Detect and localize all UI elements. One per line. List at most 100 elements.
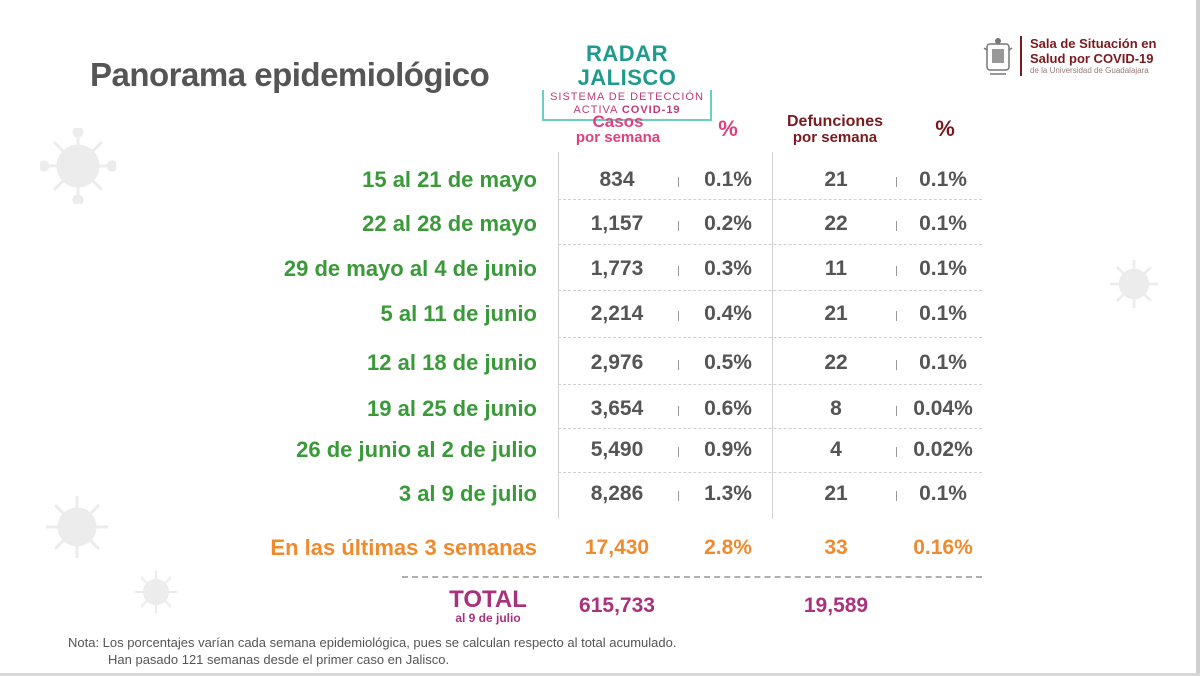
row-pct-casos: 0.4% [704, 302, 752, 325]
row-period: 5 al 11 de junio [380, 301, 537, 326]
row-pct-casos: 0.9% [704, 438, 752, 461]
row-separator [558, 472, 982, 473]
footnote-line2: Han pasado 121 semanas desde el primer c… [108, 652, 450, 667]
radar-subtitle-line2: ACTIVA COVID-19 [544, 104, 710, 117]
row-tick [678, 360, 679, 370]
row-period: 29 de mayo al 4 de junio [283, 256, 537, 281]
table-row: 15 al 21 de mayo 834 0.1% 21 0.1% [0, 165, 1200, 195]
last3-period: En las últimas 3 semanas [270, 535, 537, 560]
row-pct-casos: 0.5% [704, 351, 752, 374]
header-pct-casos: % [718, 116, 738, 141]
frame-bottom-border [0, 673, 1200, 676]
row-pct-casos: 0.3% [704, 257, 752, 280]
table-row: 12 al 18 de junio 2,976 0.5% 22 0.1% [0, 348, 1200, 378]
radar-subtitle-line1: SISTEMA DE DETECCIÓN [550, 91, 704, 103]
row-casos: 8,286 [590, 482, 644, 505]
row-casos: 834 [599, 168, 635, 191]
row-tick [896, 360, 897, 370]
table-row: 5 al 11 de junio 2,214 0.4% 21 0.1% [0, 299, 1200, 329]
row-separator [558, 290, 982, 291]
sala-line3: de la Universidad de Guadalajara [1030, 66, 1149, 75]
last3-pct-casos: 2.8% [704, 536, 752, 559]
row-period: 19 al 25 de junio [367, 396, 537, 421]
row-casos: 5,490 [590, 438, 644, 461]
radar-subtitle-covid: COVID-19 [621, 104, 681, 116]
last3-casos: 17,430 [584, 536, 650, 559]
radar-subtitle-box: SISTEMA DE DETECCIÓN ACTIVA COVID-19 [542, 90, 712, 121]
virus-icon [1110, 260, 1158, 308]
radar-subtitle-prefix: ACTIVA [573, 104, 622, 116]
row-defunciones: 8 [830, 397, 842, 420]
page-title: Panorama epidemiológico [90, 56, 490, 93]
row-period: 15 al 21 de mayo [362, 167, 537, 192]
table-row: 22 al 28 de mayo 1,157 0.2% 22 0.1% [0, 209, 1200, 239]
footnote: Nota: Los porcentajes varían cada semana… [68, 634, 676, 668]
header-defunciones-line1: Defunciones [786, 113, 883, 130]
university-seal-icon [983, 38, 1013, 75]
row-tick [678, 447, 679, 457]
row-tick [896, 177, 897, 187]
last3-defunciones: 33 [824, 536, 848, 559]
row-pct-defunciones: 0.02% [913, 438, 973, 461]
row-casos: 1,773 [590, 257, 644, 280]
header-casos-line1: Casos [592, 112, 644, 131]
column-divider [558, 152, 559, 519]
row-defunciones: 22 [824, 351, 848, 374]
row-tick [896, 406, 897, 416]
row-defunciones: 11 [824, 257, 848, 280]
row-defunciones: 21 [824, 482, 848, 505]
row-pct-defunciones: 0.1% [919, 351, 967, 374]
row-tick [678, 266, 679, 276]
row-defunciones: 21 [824, 302, 848, 325]
sala-line1: Sala de Situación en [1030, 36, 1157, 51]
row-defunciones: 4 [830, 438, 842, 461]
row-separator [558, 337, 982, 338]
last3-pct-defunciones: 0.16% [913, 536, 973, 559]
row-separator [558, 428, 982, 429]
table-row: 26 de junio al 2 de julio 5,490 0.9% 4 0… [0, 435, 1200, 465]
header-defunciones: Defunciones por semana [772, 114, 898, 146]
radar-jalisco-badge: RADAR JALISCO SISTEMA DE DETECCIÓN ACTIV… [536, 42, 718, 121]
last-3-weeks-row: En las últimas 3 semanas 17,430 2.8% 33 … [0, 533, 1200, 563]
row-pct-defunciones: 0.1% [919, 257, 967, 280]
row-pct-defunciones: 0.04% [913, 397, 973, 420]
row-defunciones: 22 [824, 212, 848, 235]
row-tick [678, 406, 679, 416]
frame-right-border [1196, 0, 1200, 676]
row-separator [558, 199, 982, 200]
row-pct-casos: 1.3% [704, 482, 752, 505]
radar-name: RADAR JALISCO [577, 41, 677, 90]
row-tick [896, 311, 897, 321]
virus-icon [46, 496, 108, 558]
total-label-block: TOTAL al 9 de julio [440, 588, 536, 625]
row-separator [558, 384, 982, 385]
row-pct-defunciones: 0.1% [919, 302, 967, 325]
row-casos: 2,976 [590, 351, 644, 374]
sala-situacion-brand: Sala de Situación en Salud por COVID-19 … [1020, 36, 1180, 76]
row-tick [896, 491, 897, 501]
row-pct-defunciones: 0.1% [919, 482, 967, 505]
row-pct-casos: 0.6% [704, 397, 752, 420]
footnote-line1: Nota: Los porcentajes varían cada semana… [68, 635, 677, 650]
row-tick [678, 491, 679, 501]
row-pct-casos: 0.1% [704, 168, 752, 191]
row-period: 26 de junio al 2 de julio [296, 437, 537, 462]
row-tick [896, 447, 897, 457]
row-casos: 1,157 [590, 212, 644, 235]
row-separator [558, 244, 982, 245]
row-casos: 3,654 [590, 397, 644, 420]
column-divider [772, 152, 773, 519]
row-pct-casos: 0.2% [704, 212, 752, 235]
total-label: TOTAL [449, 586, 527, 613]
row-tick [678, 311, 679, 321]
row-tick [678, 221, 679, 231]
row-tick [678, 177, 679, 187]
table-row: 29 de mayo al 4 de junio 1,773 0.3% 11 0… [0, 254, 1200, 284]
row-casos: 2,214 [590, 302, 644, 325]
row-pct-defunciones: 0.1% [919, 168, 967, 191]
total-date: al 9 de julio [455, 611, 521, 625]
total-defunciones: 19,589 [803, 594, 869, 617]
header-pct-defunciones: % [935, 116, 955, 141]
sala-line2: Salud por COVID-19 [1030, 51, 1154, 66]
virus-icon [135, 571, 177, 613]
